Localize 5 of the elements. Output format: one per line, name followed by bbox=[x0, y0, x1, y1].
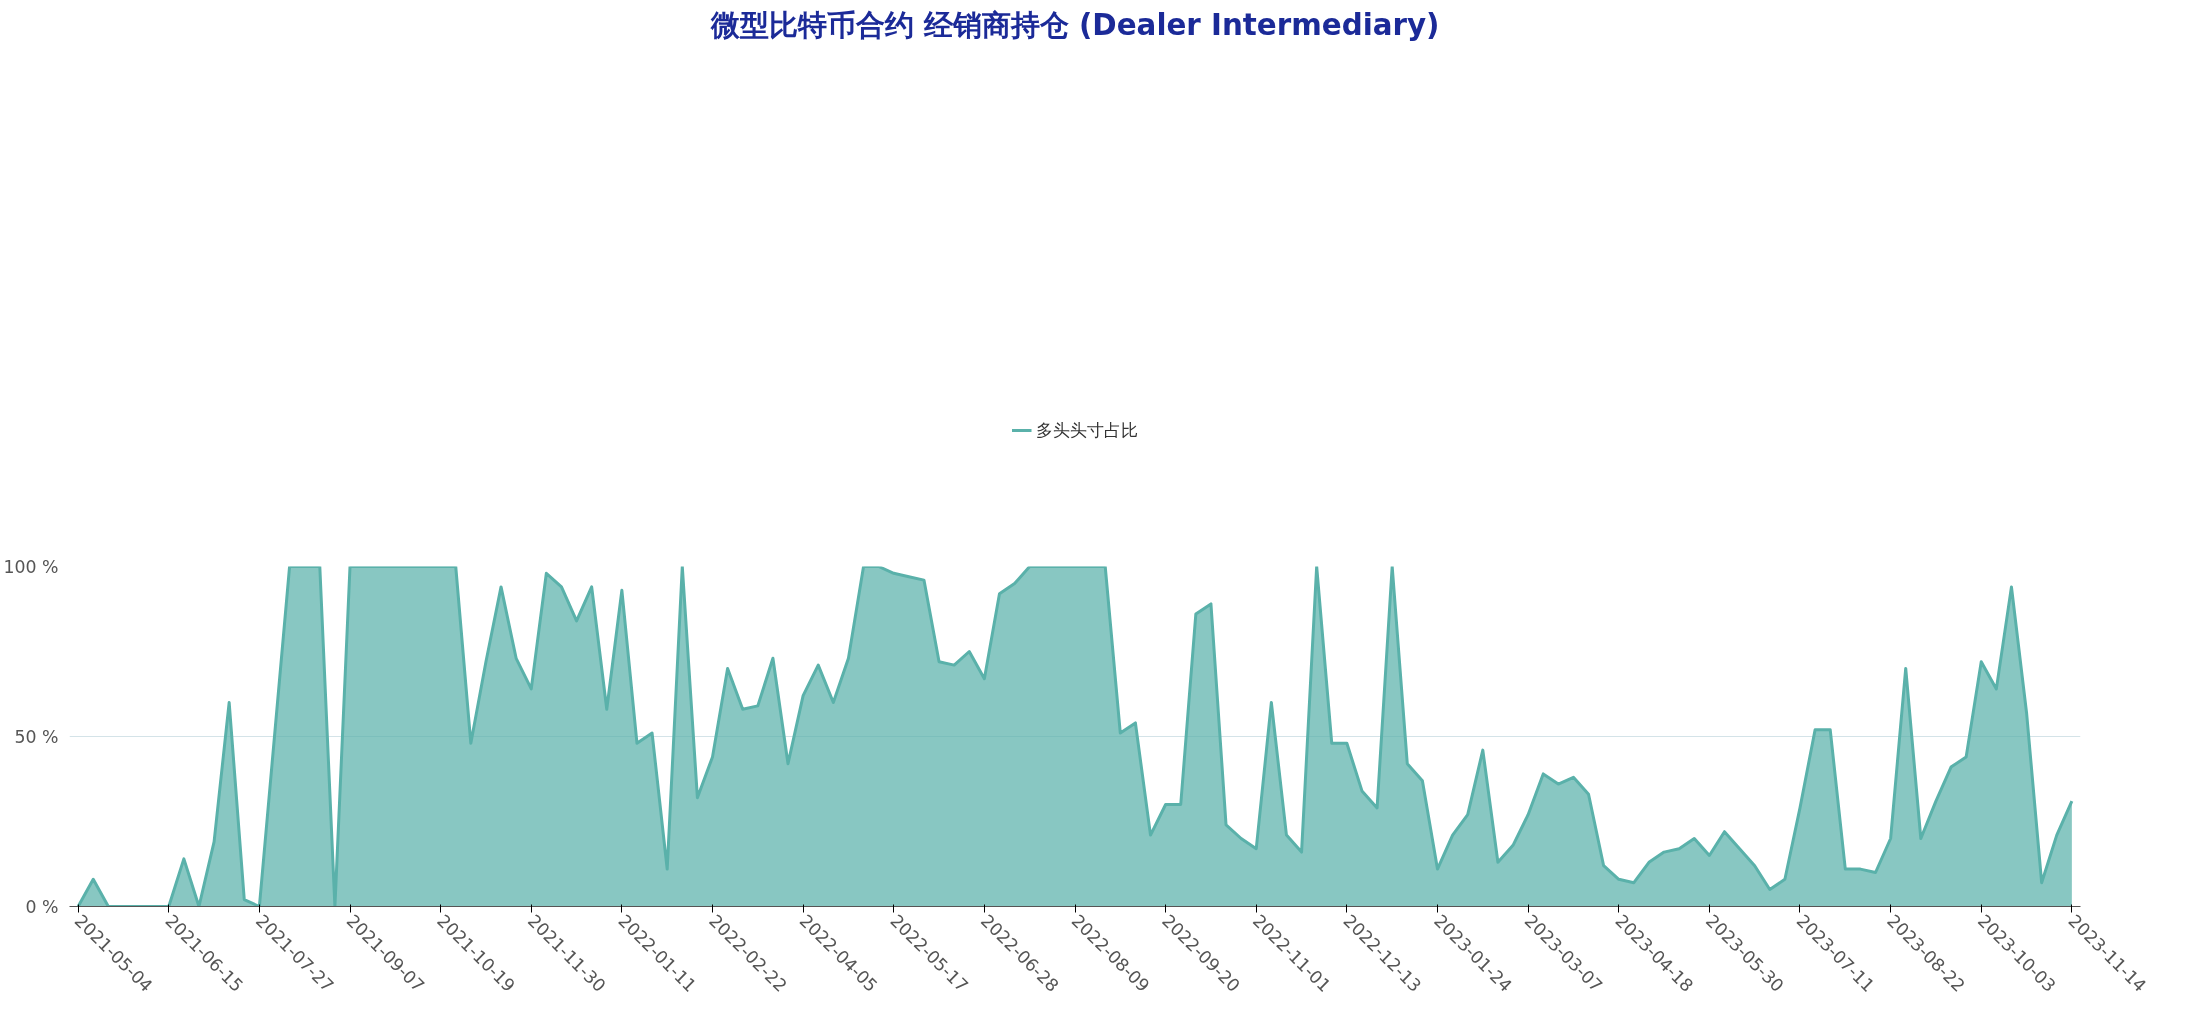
y-tick-label: 100 % bbox=[3, 556, 59, 577]
legend-label: 多头头寸占比 bbox=[1036, 419, 1138, 442]
y-tick-label: 0 % bbox=[25, 896, 59, 917]
chart-title: 微型比特币合约 经销商持仓 (Dealer Intermediary) bbox=[709, 7, 1440, 42]
y-tick-label: 50 % bbox=[14, 726, 59, 747]
